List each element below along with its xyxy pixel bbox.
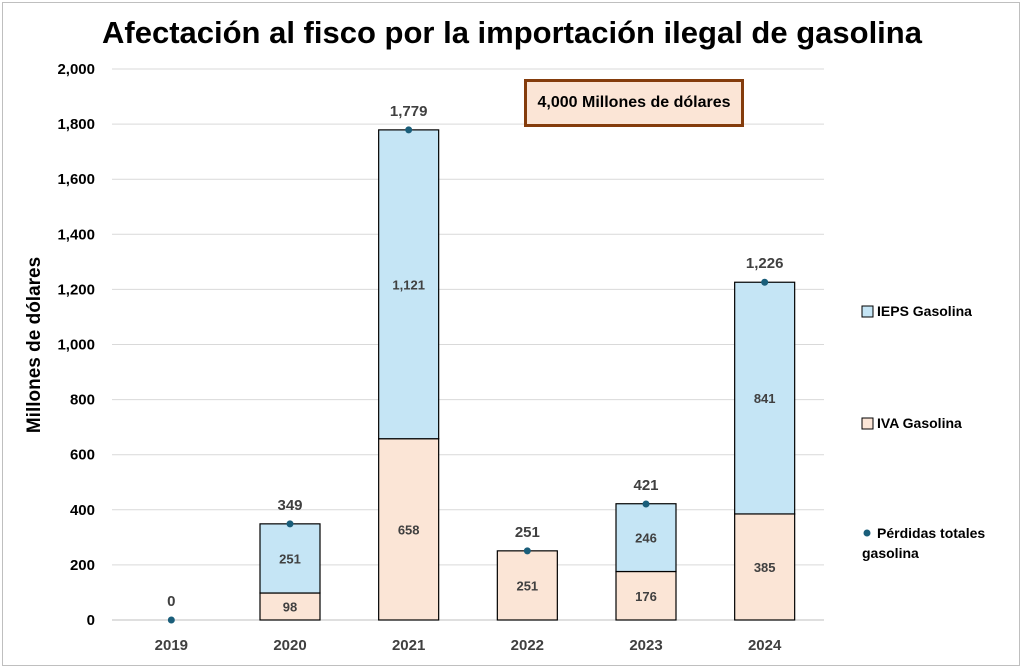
total-marker <box>405 126 413 134</box>
segment-value-label: 251 <box>279 551 301 566</box>
x-tick-label: 2022 <box>511 637 544 654</box>
bar-segment-iva <box>378 438 440 621</box>
total-value-label: 421 <box>633 477 658 494</box>
legend-marker-total <box>863 529 871 537</box>
bars: 0 98 251 349 658 1,121 1,779 251 251 176 246 421 385… <box>167 103 796 624</box>
segment-value-label: 176 <box>635 589 657 604</box>
total-value-label: 251 <box>515 524 540 541</box>
legend-swatch-iva <box>861 417 874 430</box>
y-tick-label: 400 <box>70 502 95 519</box>
legend-label-total: Pérdidas totales gasolina <box>862 525 985 561</box>
bar-segment-ieps <box>734 281 796 515</box>
bar-segment-iva <box>259 592 321 621</box>
total-marker <box>286 520 294 528</box>
chart-title: Afectación al fisco por la importación i… <box>102 15 923 50</box>
legend-label-ieps: IEPS Gasolina <box>877 303 972 319</box>
y-tick-label: 1,000 <box>57 337 95 354</box>
segment-value-label: 98 <box>283 600 297 615</box>
segment-value-label: 658 <box>398 522 420 537</box>
segment-value-label: 841 <box>754 391 776 406</box>
gridlines <box>112 68 824 621</box>
y-tick-label: 1,800 <box>57 116 95 133</box>
y-tick-label: 0 <box>87 612 95 629</box>
y-tick-label: 200 <box>70 557 95 574</box>
total-marker <box>761 278 769 286</box>
bar-segment-ieps <box>259 523 321 594</box>
x-tick-label: 2024 <box>748 637 782 654</box>
y-tick-label: 800 <box>70 392 95 409</box>
x-tick-label: 2023 <box>629 637 662 654</box>
x-tick-label: 2019 <box>155 637 188 654</box>
total-value-label: 1,779 <box>390 103 428 120</box>
bar-segment-iva <box>734 513 796 621</box>
total-annotation-box: 4,000 Millones de dólares <box>524 79 744 127</box>
total-marker <box>642 500 650 508</box>
x-tick-label: 2020 <box>273 637 306 654</box>
y-axis-label: Millones de dólares <box>24 257 45 433</box>
segment-value-label: 246 <box>635 531 657 546</box>
y-tick-label: 2,000 <box>57 61 95 78</box>
segment-value-label: 1,121 <box>392 277 425 292</box>
y-tick-label: 1,400 <box>57 226 95 243</box>
x-axis-ticks: 2019 2020 2021 2022 2023 2024 <box>155 637 782 654</box>
total-value-label: 1,226 <box>746 255 784 272</box>
y-axis-ticks: 0 200 400 600 800 1,000 1,200 1,400 1,600 1,800 2,… <box>57 61 95 629</box>
total-marker <box>523 547 531 555</box>
total-value-label: 349 <box>277 497 302 514</box>
x-tick-label: 2021 <box>392 637 425 654</box>
y-tick-label: 1,200 <box>57 281 95 298</box>
total-marker <box>167 616 175 624</box>
legend: IEPS Gasolina IVA Gasolina Pérdidas totale… <box>861 303 985 561</box>
bar-segment-ieps <box>378 129 440 440</box>
legend-label-iva: IVA Gasolina <box>877 415 962 431</box>
legend-swatch-ieps <box>861 305 874 318</box>
segment-value-label: 251 <box>516 578 538 593</box>
segment-value-label: 385 <box>754 560 776 575</box>
y-tick-label: 1,600 <box>57 171 95 188</box>
y-tick-label: 600 <box>70 447 95 464</box>
total-value-label: 0 <box>167 593 175 610</box>
